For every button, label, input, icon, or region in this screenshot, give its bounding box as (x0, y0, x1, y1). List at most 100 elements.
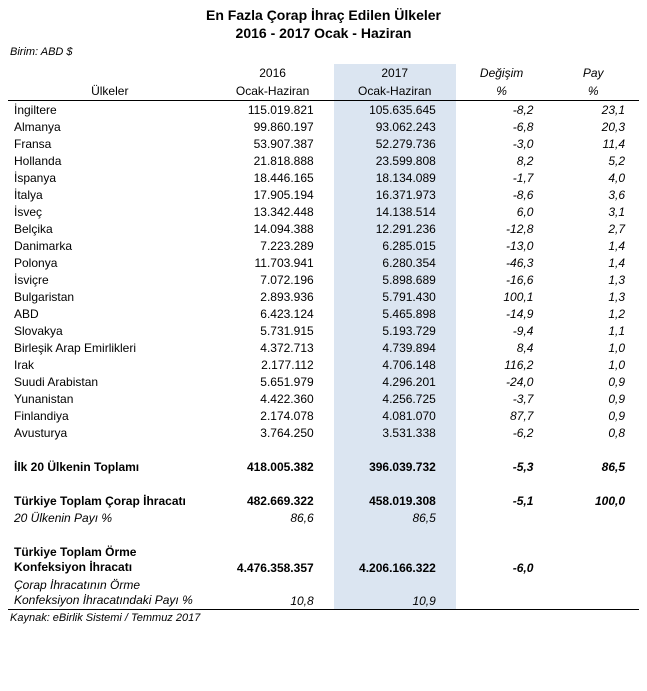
table-row: Hollanda21.818.88823.599.8088,25,2 (8, 152, 639, 169)
v16-cell: 14.094.388 (212, 220, 334, 237)
share-cell: 0,9 (547, 373, 639, 390)
v16-cell: 11.703.941 (212, 254, 334, 271)
v16: 482.669.322 (212, 492, 334, 509)
country-cell: Yunanistan (8, 390, 212, 407)
table-row: Irak2.177.1124.706.148116,21,0 (8, 356, 639, 373)
title-line-1: En Fazla Çorap İhraç Edilen Ülkeler (8, 6, 639, 24)
row-turkey-sock: Türkiye Toplam Çorap İhracatı 482.669.32… (8, 492, 639, 509)
table-row: ABD6.423.1245.465.898-14,91,2 (8, 305, 639, 322)
v16-cell: 4.422.360 (212, 390, 334, 407)
v16-cell: 2.177.112 (212, 356, 334, 373)
country-cell: Irak (8, 356, 212, 373)
v17-cell: 105.635.645 (334, 101, 456, 119)
v16-cell: 99.860.197 (212, 118, 334, 135)
v17-cell: 4.081.070 (334, 407, 456, 424)
v17: 396.039.732 (334, 458, 456, 475)
col-2016-sub: Ocak-Haziran (212, 82, 334, 101)
v16: 86,6 (212, 509, 334, 526)
table-row: Bulgaristan2.893.9365.791.430100,11,3 (8, 288, 639, 305)
change-cell: -9,4 (456, 322, 548, 339)
v17-cell: 4.296.201 (334, 373, 456, 390)
col-2016-year: 2016 (212, 64, 334, 82)
share-cell: 1,0 (547, 339, 639, 356)
change-cell: -46,3 (456, 254, 548, 271)
change-cell: -16,6 (456, 271, 548, 288)
share-cell: 20,3 (547, 118, 639, 135)
v17-cell: 3.531.338 (334, 424, 456, 441)
change-cell: -13,0 (456, 237, 548, 254)
v16-cell: 6.423.124 (212, 305, 334, 322)
v17-cell: 23.599.808 (334, 152, 456, 169)
v16-cell: 3.764.250 (212, 424, 334, 441)
report-page: En Fazla Çorap İhraç Edilen Ülkeler 2016… (0, 0, 647, 628)
share-cell: 0,9 (547, 407, 639, 424)
table-row: İspanya18.446.16518.134.089-1,74,0 (8, 169, 639, 186)
share-cell: 0,9 (547, 390, 639, 407)
table-row: Suudi Arabistan5.651.9794.296.201-24,00,… (8, 373, 639, 390)
v17-cell: 14.138.514 (334, 203, 456, 220)
title-line-2: 2016 - 2017 Ocak - Haziran (8, 24, 639, 42)
v17-cell: 12.291.236 (334, 220, 456, 237)
title-block: En Fazla Çorap İhraç Edilen Ülkeler 2016… (8, 6, 639, 42)
share-cell: 1,3 (547, 271, 639, 288)
sh: 100,0 (547, 492, 639, 509)
table-header: 2016 2017 Değişim Pay Ülkeler Ocak-Hazir… (8, 64, 639, 101)
v16-cell: 5.651.979 (212, 373, 334, 390)
table-row: Avusturya3.764.2503.531.338-6,20,8 (8, 424, 639, 441)
country-cell: İsviçre (8, 271, 212, 288)
change-cell: -3,0 (456, 135, 548, 152)
country-cell: Fransa (8, 135, 212, 152)
v17-cell: 52.279.736 (334, 135, 456, 152)
data-table: 2016 2017 Değişim Pay Ülkeler Ocak-Hazir… (8, 64, 639, 609)
v17: 10,9 (334, 576, 456, 609)
v16-cell: 7.072.196 (212, 271, 334, 288)
col-2017-sub: Ocak-Haziran (334, 82, 456, 101)
table-row: Yunanistan4.422.3604.256.725-3,70,9 (8, 390, 639, 407)
change-cell: -8,2 (456, 101, 548, 119)
change-cell: 100,1 (456, 288, 548, 305)
share-cell: 0,8 (547, 424, 639, 441)
table-totals: İlk 20 Ülkenin Toplamı 418.005.382 396.0… (8, 441, 639, 609)
country-cell: Polonya (8, 254, 212, 271)
v17-cell: 5.898.689 (334, 271, 456, 288)
col-2017-year: 2017 (334, 64, 456, 82)
table-row: İtalya17.905.19416.371.973-8,63,6 (8, 186, 639, 203)
change-cell: 8,4 (456, 339, 548, 356)
country-cell: Danimarka (8, 237, 212, 254)
v16-cell: 13.342.448 (212, 203, 334, 220)
ch: -5,1 (456, 492, 548, 509)
v17-cell: 18.134.089 (334, 169, 456, 186)
col-share-sub: % (547, 82, 639, 101)
ch: -6,0 (456, 543, 548, 576)
v17-cell: 16.371.973 (334, 186, 456, 203)
share-cell: 1,1 (547, 322, 639, 339)
share-cell: 23,1 (547, 101, 639, 119)
share-cell: 1,4 (547, 237, 639, 254)
change-cell: 116,2 (456, 356, 548, 373)
col-country: Ülkeler (8, 82, 212, 101)
country-cell: Belçika (8, 220, 212, 237)
table-row: Danimarka7.223.2896.285.015-13,01,4 (8, 237, 639, 254)
v17: 458.019.308 (334, 492, 456, 509)
v16-cell: 21.818.888 (212, 152, 334, 169)
ch: -5,3 (456, 458, 548, 475)
share-cell: 3,6 (547, 186, 639, 203)
share-cell: 3,1 (547, 203, 639, 220)
share-cell: 2,7 (547, 220, 639, 237)
v16: 10,8 (212, 576, 334, 609)
country-cell: Suudi Arabistan (8, 373, 212, 390)
col-change-top: Değişim (456, 64, 548, 82)
table-row: Polonya11.703.9416.280.354-46,31,4 (8, 254, 639, 271)
table-row: Almanya99.860.19793.062.243-6,820,3 (8, 118, 639, 135)
v16-cell: 17.905.194 (212, 186, 334, 203)
v16-cell: 5.731.915 (212, 322, 334, 339)
row-top20: İlk 20 Ülkenin Toplamı 418.005.382 396.0… (8, 458, 639, 475)
unit-label: Birim: ABD $ (8, 46, 639, 58)
v17: 4.206.166.322 (334, 543, 456, 576)
change-cell: -14,9 (456, 305, 548, 322)
label: Türkiye Toplam Örme Konfeksiyon İhracatı (8, 543, 212, 576)
v16: 4.476.358.357 (212, 543, 334, 576)
country-cell: ABD (8, 305, 212, 322)
share-cell: 5,2 (547, 152, 639, 169)
change-cell: -6,8 (456, 118, 548, 135)
